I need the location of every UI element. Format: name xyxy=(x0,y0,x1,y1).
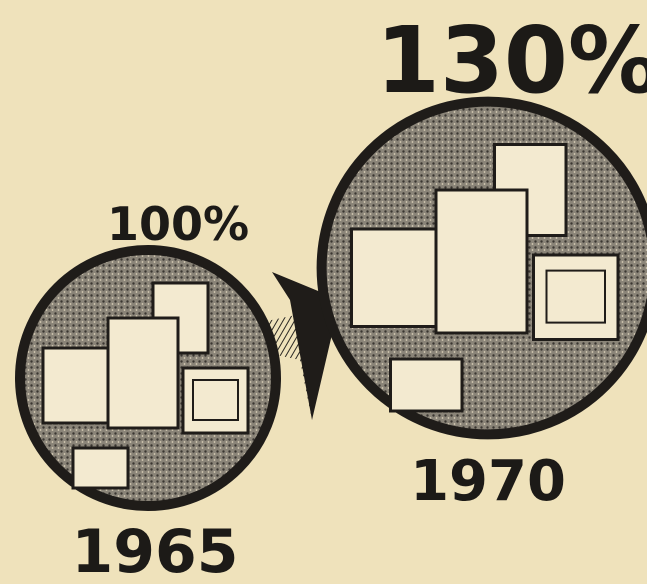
infographic: 100% 1965 130% 1970 xyxy=(0,0,647,584)
radio xyxy=(391,359,463,411)
value-label: 130% xyxy=(376,7,647,114)
refrigerator xyxy=(436,190,527,333)
carpet xyxy=(43,348,113,423)
year-label: 1970 xyxy=(410,449,566,514)
value-label: 100% xyxy=(107,197,249,251)
tv-screen xyxy=(547,271,606,323)
tv-screen xyxy=(193,380,238,420)
carpet xyxy=(352,229,443,327)
radio xyxy=(73,448,128,488)
refrigerator xyxy=(108,318,178,428)
year-label: 1965 xyxy=(72,517,239,584)
